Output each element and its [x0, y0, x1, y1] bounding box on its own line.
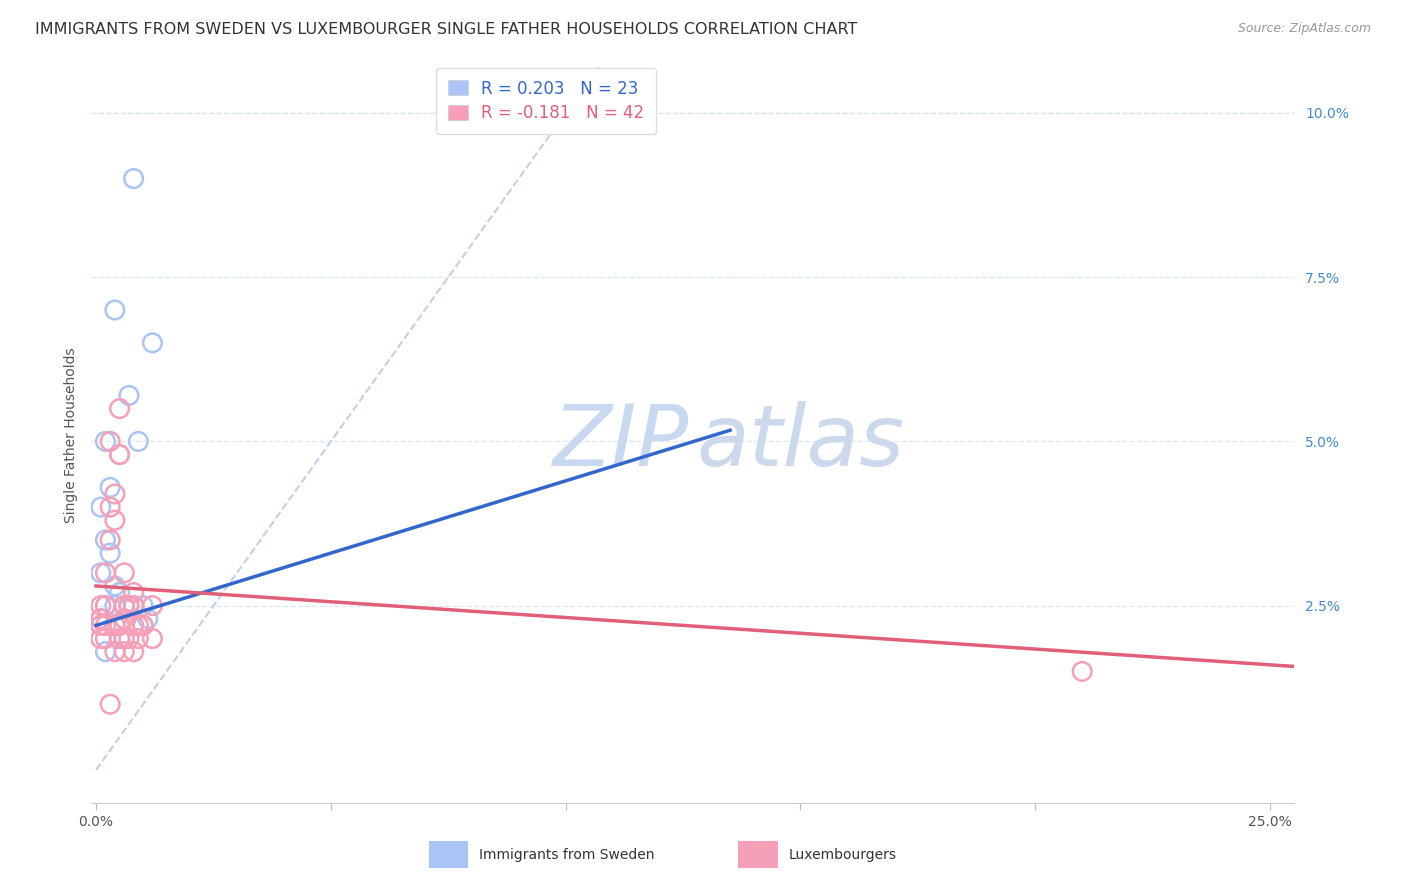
Point	[122, 645, 145, 659]
Point	[112, 599, 135, 613]
Point	[104, 618, 127, 632]
Point	[90, 612, 112, 626]
Point	[108, 632, 131, 646]
Point	[118, 599, 141, 613]
Point	[90, 500, 112, 515]
Text: IMMIGRANTS FROM SWEDEN VS LUXEMBOURGER SINGLE FATHER HOUSEHOLDS CORRELATION CHAR: IMMIGRANTS FROM SWEDEN VS LUXEMBOURGER S…	[35, 22, 858, 37]
Point	[122, 171, 145, 186]
Text: Source: ZipAtlas.com: Source: ZipAtlas.com	[1237, 22, 1371, 36]
Point	[108, 448, 131, 462]
Point	[127, 632, 149, 646]
Point	[98, 546, 121, 560]
Point	[104, 487, 127, 501]
Point	[90, 618, 112, 632]
Text: atlas: atlas	[696, 401, 904, 483]
Point	[141, 632, 163, 646]
Point	[94, 599, 117, 613]
Point	[98, 480, 121, 494]
Point	[112, 599, 135, 613]
Point	[122, 599, 145, 613]
Point	[108, 448, 131, 462]
Point	[108, 585, 131, 599]
Point	[94, 533, 117, 547]
Text: Immigrants from Sweden: Immigrants from Sweden	[479, 847, 655, 862]
Point	[118, 632, 141, 646]
Point	[141, 599, 163, 613]
Point	[112, 612, 135, 626]
Point	[122, 618, 145, 632]
Point	[108, 618, 131, 632]
Point	[94, 618, 117, 632]
Point	[108, 401, 131, 416]
Point	[94, 434, 117, 449]
Point	[112, 612, 135, 626]
Text: ZIP: ZIP	[553, 401, 689, 483]
Point	[132, 618, 155, 632]
Point	[104, 618, 127, 632]
Point	[104, 513, 127, 527]
Point	[104, 303, 127, 318]
Point	[94, 632, 117, 646]
Point	[98, 500, 121, 515]
Point	[132, 618, 155, 632]
Point	[136, 612, 159, 626]
Point	[90, 618, 112, 632]
Legend: R = 0.203   N = 23, R = -0.181   N = 42: R = 0.203 N = 23, R = -0.181 N = 42	[436, 68, 657, 134]
Point	[112, 566, 135, 580]
Point	[1071, 665, 1094, 679]
Point	[112, 645, 135, 659]
Point	[118, 599, 141, 613]
Point	[90, 632, 112, 646]
Text: Luxembourgers: Luxembourgers	[789, 847, 897, 862]
Point	[141, 335, 163, 350]
Point	[122, 599, 145, 613]
Point	[94, 566, 117, 580]
Point	[98, 533, 121, 547]
Point	[90, 599, 112, 613]
Point	[118, 388, 141, 402]
Point	[104, 645, 127, 659]
Point	[98, 434, 121, 449]
Point	[127, 618, 149, 632]
Point	[90, 612, 112, 626]
Point	[94, 599, 117, 613]
Point	[122, 585, 145, 599]
Point	[108, 618, 131, 632]
Point	[127, 434, 149, 449]
Point	[132, 599, 155, 613]
Point	[90, 566, 112, 580]
Point	[112, 632, 135, 646]
Point	[104, 599, 127, 613]
Y-axis label: Single Father Households: Single Father Households	[63, 347, 77, 523]
Point	[104, 579, 127, 593]
Point	[98, 698, 121, 712]
Point	[94, 645, 117, 659]
